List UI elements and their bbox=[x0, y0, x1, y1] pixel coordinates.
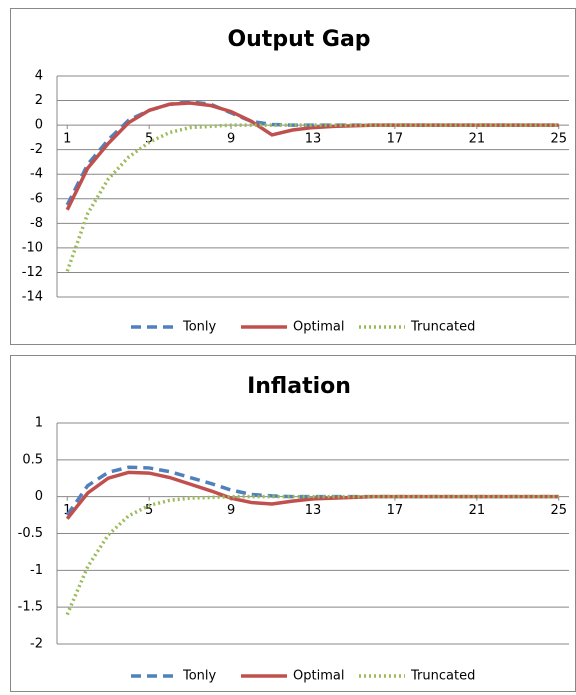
x-tick-label: 5 bbox=[145, 503, 153, 518]
chart-title: Output Gap bbox=[227, 27, 370, 52]
y-tick-label: 4 bbox=[35, 69, 43, 84]
y-tick-label: -12 bbox=[22, 265, 43, 280]
legend-label: Tonly bbox=[182, 320, 217, 335]
legend-label: Optimal bbox=[293, 669, 344, 684]
x-tick-label: 1 bbox=[63, 132, 71, 147]
x-tick-label: 17 bbox=[387, 132, 404, 147]
x-tick-label: 25 bbox=[550, 132, 567, 147]
y-tick-label: -4 bbox=[30, 167, 43, 182]
series-line bbox=[65, 470, 559, 520]
y-tick-label: 2 bbox=[35, 93, 43, 108]
x-tick-label: 5 bbox=[145, 132, 153, 147]
chart-panel: Inflation -2 -1.5 -1 -0.5 0 0.5 1 1 5 9 13 17 21 25 Ton… bbox=[10, 355, 576, 692]
y-tick-label: -2 bbox=[30, 142, 43, 157]
chart-panel: Output Gap -14 -12 -10 -8 -6 -4 -2 0 2 4 1 5 9 13 17 21 2… bbox=[10, 8, 576, 345]
y-tick-label: 0.5 bbox=[22, 452, 43, 467]
y-tick-label: -8 bbox=[30, 216, 43, 231]
y-tick-label: -0.5 bbox=[18, 526, 43, 541]
y-tick-label: 0 bbox=[35, 489, 43, 504]
chart-title: Inflation bbox=[247, 374, 351, 399]
x-tick-label: 21 bbox=[469, 503, 486, 518]
y-tick-label: 1 bbox=[35, 416, 43, 431]
y-tick-label: -10 bbox=[22, 240, 43, 255]
x-tick-label: 13 bbox=[305, 503, 322, 518]
x-tick-label: 25 bbox=[550, 503, 567, 518]
x-tick-label: 1 bbox=[63, 503, 71, 518]
x-tick-label: 17 bbox=[387, 503, 404, 518]
series-line bbox=[65, 101, 559, 211]
legend-label: Tonly bbox=[182, 669, 217, 684]
legend-label: Truncated bbox=[410, 669, 475, 684]
series-line bbox=[65, 494, 559, 616]
x-tick-label: 9 bbox=[227, 132, 235, 147]
y-tick-label: 0 bbox=[35, 118, 43, 133]
legend-label: Truncated bbox=[410, 320, 475, 335]
x-tick-label: 13 bbox=[305, 132, 322, 147]
y-tick-label: -14 bbox=[22, 290, 43, 305]
legend-label: Optimal bbox=[293, 320, 344, 335]
series-line bbox=[65, 123, 559, 272]
y-tick-label: -1.5 bbox=[18, 600, 43, 615]
x-tick-label: 9 bbox=[227, 503, 235, 518]
y-tick-label: -6 bbox=[30, 191, 43, 206]
x-tick-label: 21 bbox=[469, 132, 486, 147]
y-tick-label: -2 bbox=[30, 637, 43, 652]
y-tick-label: -1 bbox=[30, 563, 43, 578]
